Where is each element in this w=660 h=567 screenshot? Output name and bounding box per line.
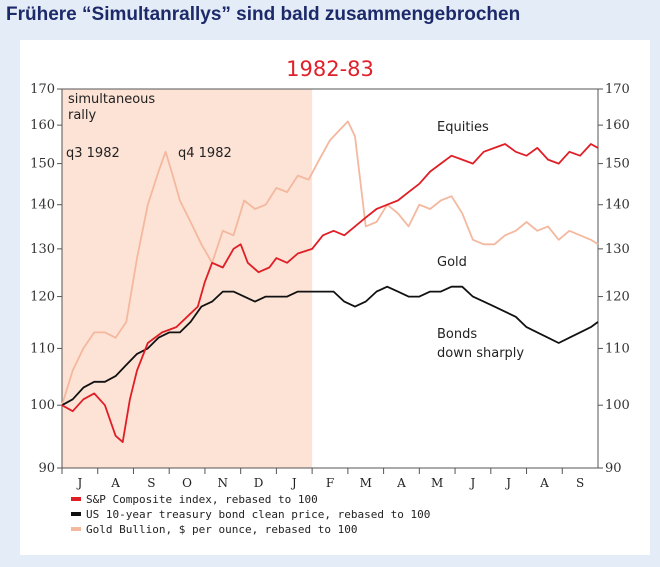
month-label-10: M: [431, 476, 443, 490]
annotation-0: simultaneous: [68, 92, 155, 107]
y-tick-label-left-6: 150: [30, 157, 55, 172]
month-label-4: N: [218, 476, 229, 490]
legend-label-2: Gold Bullion, $ per ounce, rebased to 10…: [86, 523, 358, 536]
annotation-4: Equities: [437, 120, 489, 135]
month-label-5: D: [254, 476, 264, 490]
y-tick-label-left-3: 120: [30, 290, 55, 305]
headline: Frühere “Simultanrallys” sind bald zusam…: [6, 4, 521, 25]
annotation-5: Gold: [437, 255, 467, 270]
y-tick-label-left-8: 170: [30, 82, 55, 97]
y-tick-label-right-6: 150: [605, 157, 630, 172]
month-label-0: J: [75, 476, 82, 490]
y-tick-label-right-5: 140: [605, 198, 630, 213]
series-line-1: [61, 285, 599, 406]
chart-subtitle: 1982-83: [286, 57, 374, 81]
annotation-2: q3 1982: [66, 146, 120, 161]
month-label-8: M: [360, 476, 372, 490]
month-label-3: O: [182, 476, 192, 490]
y-tick-label-right-1: 100: [605, 398, 630, 413]
month-label-13: A: [539, 476, 549, 490]
y-tick-label-left-7: 160: [30, 118, 55, 133]
legend-label-0: S&P Composite index, rebased to 100: [86, 493, 318, 506]
y-tick-label-right-2: 110: [605, 341, 630, 356]
legend-swatch-1: [71, 512, 81, 516]
series-line-0: [61, 143, 599, 444]
legend-swatch-2: [71, 527, 81, 531]
plot-frame: [61, 88, 599, 469]
y-tick-label-right-8: 170: [605, 82, 630, 97]
annotation-3: q4 1982: [178, 146, 232, 161]
y-tick-label-left-0: 90: [38, 461, 55, 476]
month-label-9: A: [396, 476, 406, 490]
annotation-6: Bonds: [437, 327, 477, 342]
y-tick-label-left-2: 110: [30, 341, 55, 356]
month-label-11: J: [469, 476, 476, 490]
month-label-14: S: [576, 476, 584, 490]
month-label-12: J: [504, 476, 511, 490]
month-label-6: J: [290, 476, 297, 490]
y-tick-label-right-7: 160: [605, 118, 630, 133]
legend-label-1: US 10-year treasury bond clean price, re…: [86, 508, 430, 521]
annotation-1: rally: [68, 108, 97, 123]
month-label-2: S: [147, 476, 155, 490]
y-tick-label-left-1: 100: [30, 398, 55, 413]
y-tick-label-right-3: 120: [605, 290, 630, 305]
y-tick-label-left-5: 140: [30, 198, 55, 213]
y-tick-label-left-4: 130: [30, 242, 55, 257]
legend-swatch-0: [71, 497, 81, 501]
annotation-7: down sharply: [437, 346, 524, 361]
month-label-1: A: [110, 476, 120, 490]
series-line-2: [61, 120, 599, 406]
y-tick-label-right-0: 90: [605, 461, 622, 476]
month-label-7: F: [326, 476, 334, 490]
y-tick-label-right-4: 130: [605, 242, 630, 257]
